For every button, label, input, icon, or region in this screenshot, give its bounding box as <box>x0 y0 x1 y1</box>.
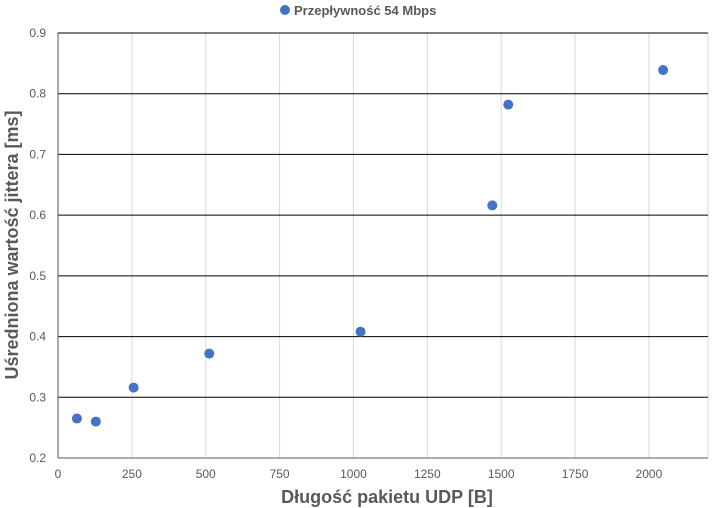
y-axis-title: Uśredniona wartość jittera [ms] <box>2 110 22 379</box>
legend: Przepływność 54 Mbps <box>280 3 436 18</box>
x-tick-label: 500 <box>196 467 216 481</box>
x-tick-label: 1000 <box>340 467 367 481</box>
x-tick-label: 250 <box>122 467 142 481</box>
x-tick-label: 0 <box>55 467 62 481</box>
x-tick-label: 1500 <box>488 467 515 481</box>
legend-marker <box>280 5 290 15</box>
x-tick-label: 1250 <box>414 467 441 481</box>
data-point <box>204 348 215 359</box>
y-tick-label: 0.4 <box>29 330 46 344</box>
x-tick-label: 750 <box>270 467 290 481</box>
grid-lines <box>58 32 709 458</box>
y-tick-label: 0.9 <box>29 26 46 40</box>
data-point <box>355 326 366 337</box>
data-point <box>503 99 514 110</box>
data-point <box>71 413 82 424</box>
y-tick-label: 0.6 <box>29 208 46 222</box>
data-point <box>658 65 669 76</box>
data-point <box>128 382 139 393</box>
y-tick-label: 0.5 <box>29 269 46 283</box>
axes: 0 250 500 750 1000 1250 1500 1750 2000 0.2 0.3 0.4 0… <box>29 26 708 481</box>
x-tick-label: 1750 <box>562 467 589 481</box>
data-points <box>71 65 669 427</box>
y-tick-label: 0.2 <box>29 451 46 465</box>
legend-label: Przepływność 54 Mbps <box>294 3 436 18</box>
x-axis-title: Długość pakietu UDP [B] <box>281 487 493 507</box>
y-tick-label: 0.7 <box>29 147 46 161</box>
data-point <box>90 416 101 427</box>
data-point <box>487 200 498 211</box>
y-tick-label: 0.8 <box>29 87 46 101</box>
y-tick-label: 0.3 <box>29 390 46 404</box>
x-tick-label: 2000 <box>636 467 663 481</box>
